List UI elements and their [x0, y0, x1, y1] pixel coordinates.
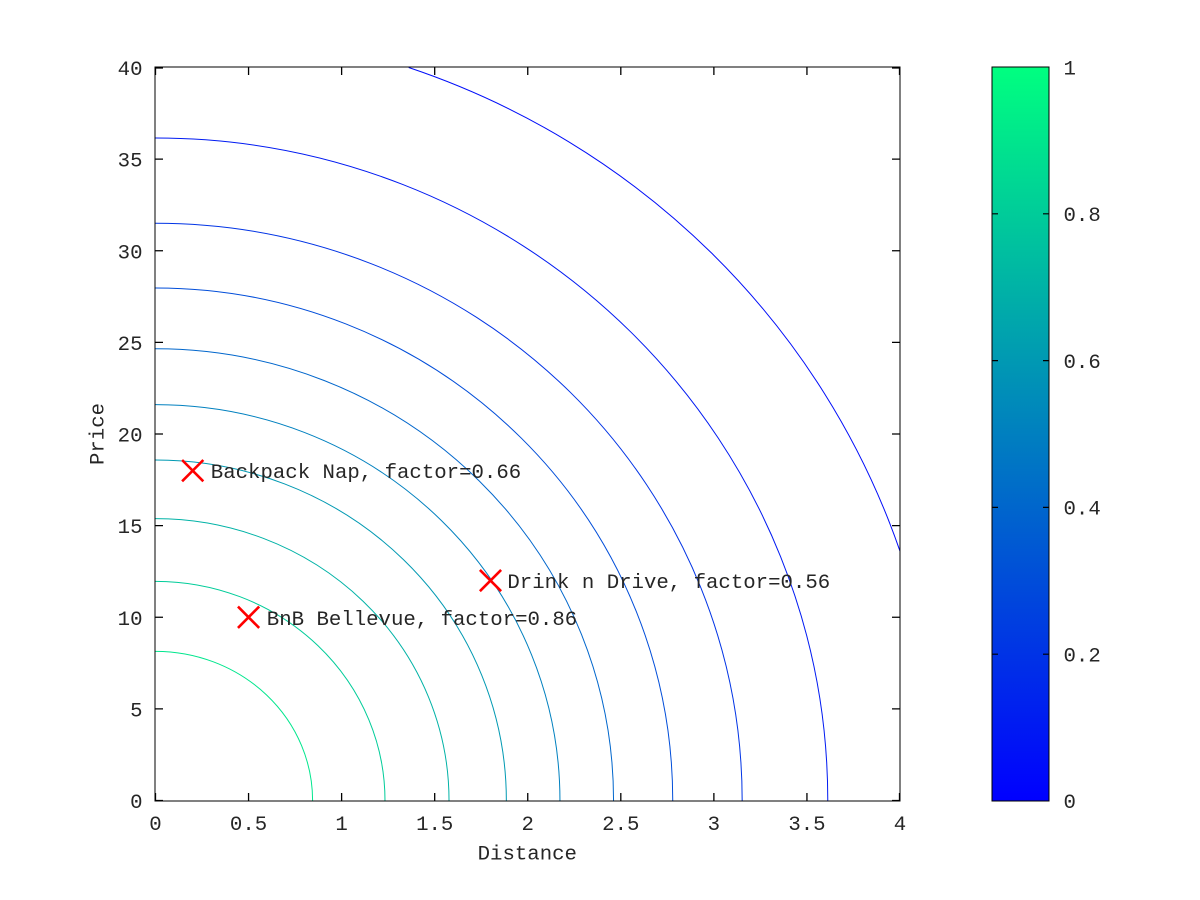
svg-text:Price: Price — [88, 403, 111, 465]
svg-text:1: 1 — [1064, 59, 1076, 82]
svg-text:15: 15 — [118, 517, 143, 540]
svg-text:3: 3 — [708, 814, 720, 837]
svg-text:20: 20 — [118, 426, 143, 449]
svg-text:5: 5 — [130, 700, 142, 723]
svg-text:0.5: 0.5 — [230, 814, 267, 837]
svg-text:4: 4 — [894, 814, 906, 837]
svg-text:3.5: 3.5 — [788, 814, 825, 837]
svg-text:35: 35 — [118, 151, 143, 174]
svg-text:30: 30 — [118, 242, 143, 265]
svg-text:2: 2 — [522, 814, 534, 837]
svg-text:1: 1 — [335, 814, 347, 837]
svg-text:0: 0 — [130, 792, 142, 815]
svg-text:1.5: 1.5 — [416, 814, 453, 837]
svg-text:0: 0 — [149, 814, 161, 837]
svg-text:10: 10 — [118, 609, 143, 632]
svg-text:BnB Bellevue, factor=0.86: BnB Bellevue, factor=0.86 — [267, 609, 577, 632]
svg-text:0.8: 0.8 — [1064, 205, 1101, 228]
svg-text:0.4: 0.4 — [1064, 499, 1101, 522]
svg-text:40: 40 — [118, 59, 143, 82]
svg-text:2.5: 2.5 — [602, 814, 639, 837]
svg-text:Drink n Drive, factor=0.56: Drink n Drive, factor=0.56 — [507, 572, 830, 595]
svg-text:0: 0 — [1064, 792, 1076, 815]
svg-text:Backpack Nap, factor=0.66: Backpack Nap, factor=0.66 — [211, 462, 521, 485]
svg-text:0.6: 0.6 — [1064, 352, 1101, 375]
svg-text:25: 25 — [118, 334, 143, 357]
svg-text:Distance: Distance — [478, 844, 577, 867]
svg-text:0.2: 0.2 — [1064, 645, 1101, 668]
